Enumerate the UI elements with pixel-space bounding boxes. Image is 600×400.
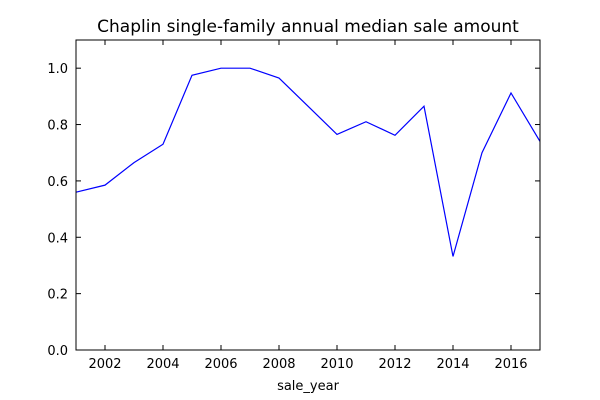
x-tick-label: 2006 <box>204 357 237 372</box>
y-tick-label: 0.4 <box>47 231 68 246</box>
plot-area <box>76 40 540 350</box>
x-tick-label: 2014 <box>436 357 469 372</box>
y-tick-label: 0.0 <box>47 344 68 359</box>
x-tick-label: 2002 <box>88 357 121 372</box>
y-tick-label: 0.2 <box>47 288 68 303</box>
chart-title: Chaplin single-family annual median sale… <box>97 17 519 37</box>
x-tick-labels: 2002 2004 2006 2008 2010 2012 2014 2016 <box>88 357 527 372</box>
series-line <box>75 67 541 257</box>
x-axis-label: sale_year <box>277 379 340 394</box>
x-tick-label: 2008 <box>262 357 295 372</box>
x-tick-label: 2012 <box>378 357 411 372</box>
y-tick-label: 0.6 <box>47 175 68 190</box>
y-tick-label: 1.0 <box>47 62 68 77</box>
x-tick-label: 2016 <box>494 357 527 372</box>
x-tick-label: 2004 <box>146 357 179 372</box>
x-tick-label: 2010 <box>320 357 353 372</box>
y-tick-labels: 0.0 0.2 0.4 0.6 0.8 1.0 <box>47 62 68 359</box>
axis-ticks <box>76 40 540 351</box>
plot-frame <box>75 39 541 351</box>
y-tick-label: 0.8 <box>47 119 68 134</box>
